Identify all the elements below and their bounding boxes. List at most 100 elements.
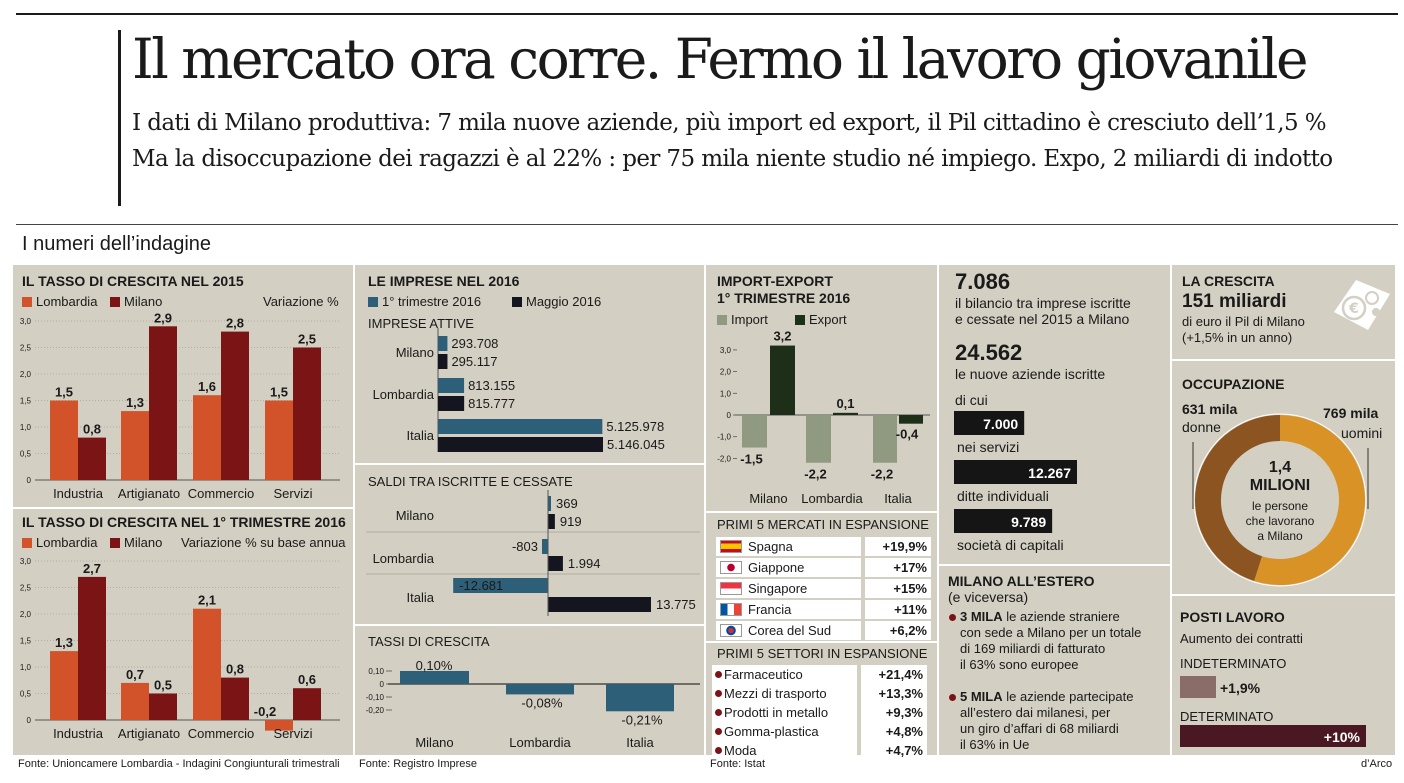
mercato-name: Singapore [748,581,808,596]
estero-1-line2: con sede a Milano per un totale [960,625,1142,640]
occupazione-caption-2: che lavorano [1245,514,1315,528]
y-tick-label: 3,0 [20,317,32,326]
table-row: Giappone +17% [716,558,931,577]
value-label: 0,7 [126,667,144,682]
legend-swatch-import [717,315,727,325]
legend-swatch-lombardia [22,297,32,307]
y-tick-label: -0,10 [366,693,385,702]
value-label: 5.125.978 [606,419,664,434]
saldi-bar [548,496,551,511]
estero-2-line2: all’estero dai milanesi, per [960,705,1111,720]
row-separator [706,511,937,513]
legend-lombardia: Lombardia [36,294,98,309]
category-label: Lombardia [373,387,435,402]
estero-item-1: 3 MILA le aziende straniere [960,609,1120,624]
table-row: Singapore +15% [716,579,931,598]
y-tick-label: 2,0 [20,610,32,619]
source-darco: d’Arco [1361,758,1393,770]
importexport-bar [873,415,897,463]
estero-2-line4: il 63% in Ue [960,737,1030,752]
value-label: 1,3 [126,395,144,410]
legend-maggio: Maggio 2016 [526,294,602,309]
mercati-title: PRIMI 5 MERCATI IN ESPANSIONE [717,517,929,532]
row-separator [1172,359,1395,361]
value-label: -12.681 [459,578,503,593]
value-label: 1.994 [568,556,601,571]
growth-2015-bar [50,400,78,480]
imprese-attive-bar [438,396,465,411]
estero-1-bold: 3 MILA [960,609,1003,624]
table-row: Gomma-plastica +4,8% [712,722,927,741]
spain-flag-icon [720,540,742,553]
value-label: 2,9 [154,310,172,325]
legend-milano: Milano [124,535,163,550]
growth-2015-bar [221,331,249,480]
imprese-attive-bar [438,419,603,434]
bullet-icon [949,614,956,621]
chart-subtitle-importexport: 1° TRIMESTRE 2016 [717,290,851,306]
value-label: -0,2 [254,704,276,719]
settore-value: +13,3% [861,684,927,703]
category-label: Italia [884,491,912,506]
posti-bar [1180,676,1216,698]
bullet-icon [715,747,722,754]
category-label: Lombardia [509,735,571,750]
growth-2016-bar [193,608,221,720]
y-tick-label: -0,20 [366,706,385,715]
saldi-bar [548,514,555,529]
subtitle-tassi: TASSI DI CRESCITA [368,634,490,649]
value-label: +10% [1324,729,1361,745]
column-separator [937,265,939,755]
value-label: +1,9% [1220,680,1261,696]
chart-title-importexport: IMPORT-EXPORT [717,273,833,289]
singapore-flag-icon [720,582,742,595]
bullet-icon [715,690,722,697]
legend-swatch-milano [110,297,120,307]
estero-item-2: 5 MILA le aziende partecipate [960,689,1133,704]
settore-name: Farmaceutico [724,667,803,682]
euro-coins-icon: € [1334,280,1390,330]
source-istat: Fonte: Istat [710,758,766,770]
y-tick-label: 2,0 [20,370,32,379]
saldi-bar [548,597,651,612]
value-label: 0,10% [416,658,453,673]
value-label: 813.155 [468,378,515,393]
growth-2015-bar [265,400,293,480]
estero-2-line1: le aziende partecipate [1006,689,1134,704]
subtitle-saldi: SALDI TRA ISCRITTE E CESSATE [368,474,573,489]
section-rule [16,224,1398,225]
posti-cat-indeterminato: INDETERMINATO [1180,656,1287,671]
settore-value: +4,8% [861,722,927,741]
chart-unit-label: Variazione % [263,294,339,309]
y-tick-label: 0 [27,716,32,725]
value-label: 3,2 [773,329,791,344]
table-row: Francia +11% [716,600,931,619]
imprese-attive-bar [438,437,603,452]
bullet-icon [715,728,722,735]
donut-outer-ring [1193,413,1367,587]
estero-2-line3: un giro d’affari di 68 miliardi [960,721,1119,736]
mercato-name: Spagna [748,539,793,554]
value-label: 7.000 [983,416,1018,432]
growth-2016-bar [78,576,106,720]
subheadline-2: Ma la disoccupazione dei ragazzi è al 22… [132,146,1333,172]
occupazione-center-value: 1,4 [1268,459,1292,476]
settore-name: Prodotti in metallo [724,705,829,720]
mercato-value: +19,9% [865,537,931,556]
crescita-value: 151 miliardi [1182,291,1287,312]
value-label: 919 [560,514,582,529]
legend-swatch-trimestre [368,297,378,307]
headline: Il mercato ora corre. Fermo il lavoro gi… [132,27,1309,91]
legend-swatch-maggio [512,297,522,307]
category-label: ditte individuali [957,488,1049,504]
growth-2016-bar [149,693,177,720]
growth-2015-bar [193,395,221,480]
posti-subtitle: Aumento dei contratti [1180,631,1303,646]
y-tick-label: 0,5 [20,450,32,459]
value-label: 293.708 [451,336,498,351]
estero-1-line1: le aziende straniere [1006,609,1120,624]
y-tick-label: 0 [27,476,32,485]
occupazione-title: OCCUPAZIONE [1182,376,1285,392]
source-unioncamere: Fonte: Unioncamere Lombardia - Indagini … [18,758,340,770]
value-label: 1,5 [55,385,73,400]
